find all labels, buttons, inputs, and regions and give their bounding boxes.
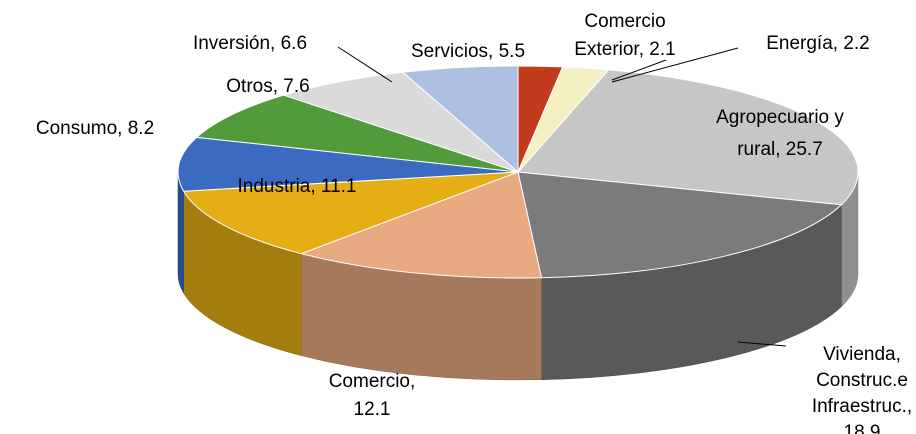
data-label: Vivienda, Construc.e Infraestruc., 18.9: [812, 344, 912, 434]
data-label-line: Infraestruc.,: [812, 396, 912, 417]
slice-top: [177, 136, 519, 192]
data-label: Agropecuario y rural, 25.7: [716, 107, 844, 160]
data-label: Industria, 11.1: [237, 176, 356, 197]
slice: [401, 65, 519, 174]
slice-top: [299, 171, 543, 279]
data-label-line: Construc.e: [816, 370, 908, 391]
slice-top: [195, 94, 519, 173]
data-label-line: Comercio: [584, 11, 665, 32]
data-label-line: Servicios, 5.5: [411, 41, 525, 62]
data-label-line: 12.1: [354, 399, 391, 420]
data-label: Servicios, 5.5: [411, 41, 525, 62]
slice-top: [182, 171, 519, 255]
data-label: Energía, 2.2: [766, 33, 870, 54]
leader-line: [737, 341, 787, 347]
slice: [282, 71, 519, 173]
data-label-line: 18.9: [844, 422, 881, 434]
data-label-line: Exterior, 2.1: [574, 39, 675, 60]
data-label: Consumo, 8.2: [36, 118, 154, 139]
data-label-line: Consumo, 8.2: [36, 118, 154, 139]
data-label-line: Inversión, 6.6: [193, 33, 307, 54]
data-label: Comercio, 12.1: [329, 371, 416, 420]
slice-top: [517, 171, 843, 279]
slice: [182, 171, 519, 356]
data-label-line: Otros, 7.6: [226, 76, 309, 97]
data-label-line: Vivienda,: [823, 344, 901, 365]
data-label: Comercio Exterior, 2.1: [574, 11, 675, 60]
slice-top: [401, 65, 519, 174]
data-label-line: Industria, 11.1: [237, 176, 356, 197]
leader-line: [611, 59, 667, 81]
slice: [517, 171, 843, 381]
data-label: Otros, 7.6: [226, 76, 309, 97]
slice-top: [282, 71, 519, 173]
data-label-line: Energía, 2.2: [766, 33, 870, 54]
leader-line: [337, 46, 393, 83]
leader-line: [611, 47, 739, 83]
data-label-line: Agropecuario y: [716, 107, 844, 128]
data-label-line: Comercio,: [329, 371, 416, 392]
data-label: Inversión, 6.6: [193, 33, 307, 54]
data-label-line: rural, 25.7: [737, 139, 823, 160]
slice: [177, 136, 519, 295]
slice: [195, 94, 519, 173]
slice: [299, 171, 543, 381]
slice-top: [516, 69, 859, 206]
slice: [516, 69, 859, 308]
